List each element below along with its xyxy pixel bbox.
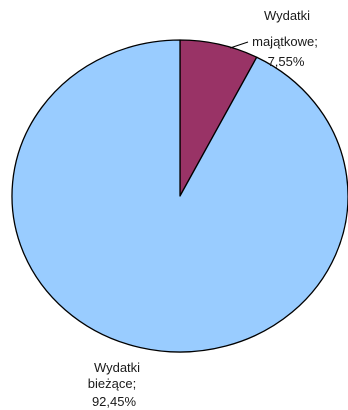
pie-slice-biezace — [11, 39, 348, 353]
slice-label-majatkowe-line-1: Wydatki — [264, 8, 310, 23]
slice-label-majatkowe: Wydatki majątkowe; 7,55% — [252, 8, 318, 69]
slice-label-biezace: Wydatki bieżące; 92,45% — [88, 360, 140, 409]
slice-label-majatkowe-line-2: majątkowe; — [252, 34, 318, 49]
label-leader-line — [229, 41, 249, 49]
slice-label-majatkowe-line-3: 7,55% — [268, 54, 305, 69]
slice-label-biezace-line-1: Wydatki — [94, 360, 140, 375]
slice-label-biezace-line-2: bieżące; — [88, 376, 136, 391]
pie-slices — [11, 39, 348, 353]
slice-label-biezace-line-3: 92,45% — [92, 394, 137, 409]
